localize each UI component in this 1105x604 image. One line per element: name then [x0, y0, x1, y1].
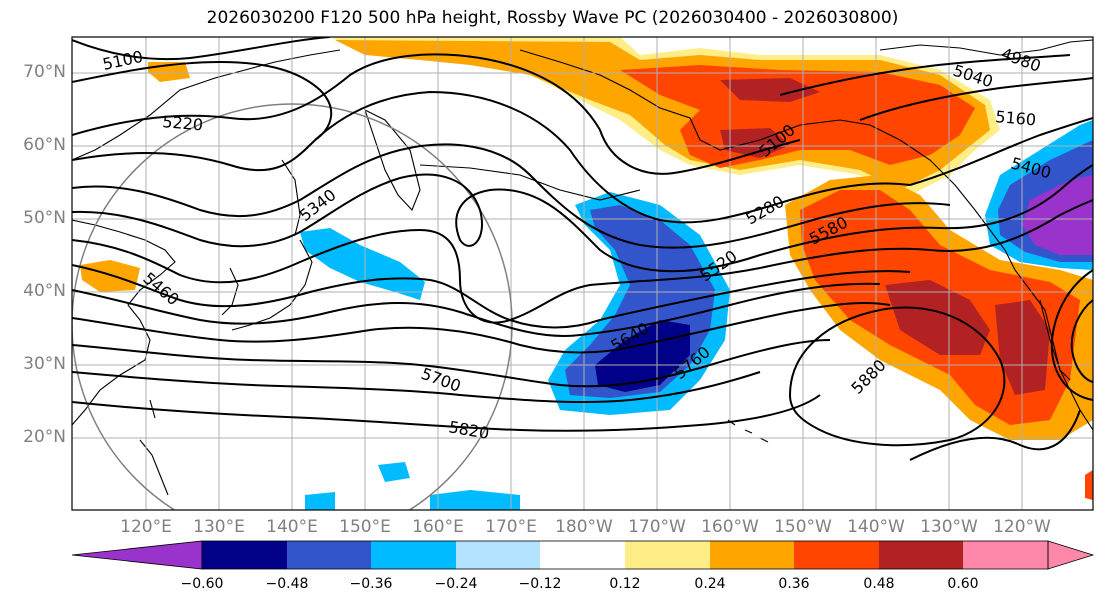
lat-label: 30°N: [23, 354, 66, 374]
colorbar-tick: −0.24: [434, 576, 478, 592]
coast-kamchatka: [364, 108, 421, 212]
contour-ridge-east-2: [859, 77, 1093, 121]
positive-anomaly-alaska-dark: [720, 78, 820, 158]
colorbar-tick: −0.60: [180, 576, 224, 592]
coast-aleutians: [419, 164, 641, 201]
lon-label: 170°W: [628, 517, 686, 537]
contour-5580: [72, 282, 881, 337]
lon-label: 160°E: [412, 517, 464, 537]
colorbar-segment: [710, 541, 794, 569]
lon-label: 120°E: [120, 517, 172, 537]
colorbar-tick: 0.48: [863, 576, 895, 592]
contour-5640: [72, 301, 891, 354]
contour-5340: [72, 143, 951, 249]
graticule: [72, 37, 1093, 510]
lat-label: 50°N: [23, 208, 66, 228]
negative-anomaly-small-south: [305, 462, 520, 510]
lat-label: 60°N: [23, 135, 66, 155]
colorbar-tick: 0.24: [694, 576, 726, 592]
coast-canada-arctic: [879, 39, 1093, 56]
coast-alaska: [519, 49, 1006, 251]
contour-label: 5160: [995, 107, 1037, 129]
contour-label: 5220: [162, 112, 204, 134]
coast-baja: [1039, 299, 1071, 381]
contour-5700: [72, 339, 831, 388]
lon-label: 130°E: [193, 517, 245, 537]
contour-5220: [72, 53, 801, 175]
contour-5520: [72, 264, 911, 329]
colorbar: [71, 540, 1095, 570]
contour-ridge-east-1: [909, 117, 1093, 186]
coastlines: [72, 39, 1093, 496]
lat-label: 40°N: [23, 281, 66, 301]
contour-ridge-east-3: [779, 54, 1071, 96]
height-contours: [72, 37, 1093, 461]
contour-5760: [72, 371, 761, 404]
coast-sakhalin: [281, 159, 301, 236]
contour-east-closed-2: [1070, 299, 1093, 383]
negative-anomaly-japan: [300, 228, 425, 300]
colorbar-segment: [963, 541, 1048, 569]
colorbar-segment: [371, 541, 456, 569]
lon-label: 160°W: [701, 517, 759, 537]
colorbar-tick: 0.12: [609, 576, 641, 592]
contour-5100-west: [72, 37, 331, 61]
colorbar-extend-low: [71, 540, 203, 570]
colorbar-segment: [879, 541, 963, 569]
lon-label: 170°E: [485, 517, 537, 537]
colorbar-segment: [202, 541, 287, 569]
lon-label: 130°W: [920, 517, 978, 537]
contour-5880-loop: [789, 306, 1006, 447]
negative-anomaly-central-pacific-dark: [595, 320, 690, 392]
coast-japan: [231, 239, 313, 331]
contour-5400: [72, 164, 1093, 273]
contour-5460: [72, 199, 1093, 324]
lat-label: 20°N: [23, 427, 66, 447]
lon-label: 150°E: [339, 517, 391, 537]
great-circle: [72, 103, 513, 510]
map-frame: [71, 36, 1094, 511]
colorbar-tick: 0.60: [947, 576, 979, 592]
colorbar-tick: 0.36: [778, 576, 810, 592]
positive-anomaly-alaska-red: [620, 65, 975, 168]
colorbar-frame: [201, 540, 1049, 570]
contour-5280: [72, 90, 911, 224]
negative-anomaly-northeast-purple: [1022, 175, 1093, 255]
lon-label: 140°E: [266, 517, 318, 537]
lon-label: 150°W: [774, 517, 832, 537]
positive-anomaly-small-west: [80, 260, 140, 292]
colorbar-segment: [287, 541, 371, 569]
colorbar-segment: [625, 541, 710, 569]
colorbar-segment: [794, 541, 879, 569]
map-title: 2026030200 F120 500 hPa height, Rossby W…: [206, 8, 899, 28]
colorbar-tick: −0.48: [265, 576, 309, 592]
colorbar-segment: [456, 541, 540, 569]
lon-label: 120°W: [993, 517, 1051, 537]
coast-korea: [221, 267, 239, 316]
contour-5820: [72, 394, 821, 432]
map-plot-area: 5100 5220 5340 5460 5640 5700 5820 5280 …: [72, 37, 1093, 510]
lon-label: 140°W: [847, 517, 905, 537]
colorbar-segment: [540, 541, 625, 569]
colorbar-extend-high: [1047, 540, 1095, 570]
lon-label: 180°W: [555, 517, 613, 537]
contour-east-closed: [1050, 269, 1093, 401]
lat-label: 70°N: [23, 62, 66, 82]
positive-anomaly-corner: [1085, 470, 1093, 500]
colorbar-tick: −0.36: [349, 576, 393, 592]
colorbar-tick: −0.12: [518, 576, 562, 592]
contour-east-loop: [909, 409, 1081, 461]
contour-5160-west: [72, 60, 333, 141]
